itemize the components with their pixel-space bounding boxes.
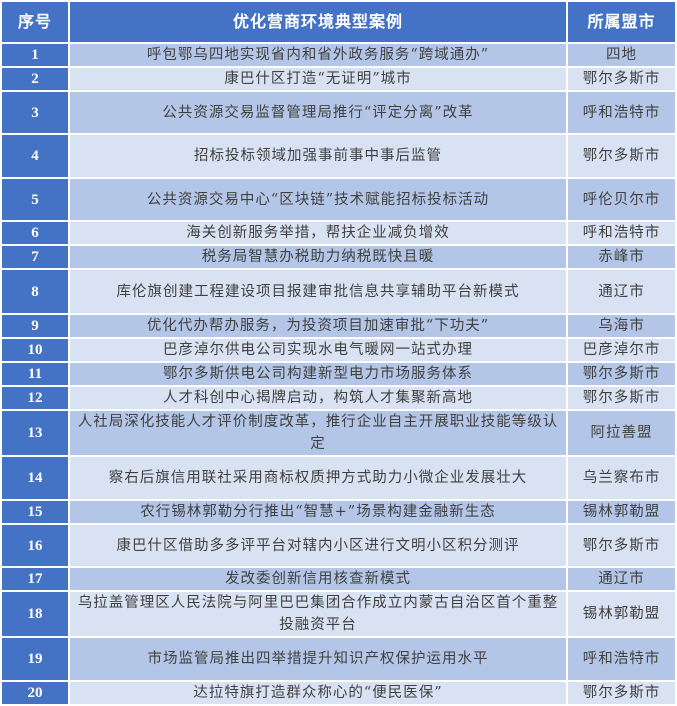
city-name: 四地 [566, 42, 677, 68]
case-title: 库伦旗创建工程建设项目报建审批信息共享辅助平台新模式 [68, 268, 568, 315]
case-title: 巴彦淖尔供电公司实现水电气暖网一站式办理 [68, 337, 568, 363]
table-row: 17 发改委创新信用核查新模式 通辽市 [0, 566, 677, 592]
city-name: 锡林郭勒盟 [566, 499, 677, 525]
row-number: 10 [0, 337, 70, 363]
case-title: 鄂尔多斯供电公司构建新型电力市场服务体系 [68, 361, 568, 387]
case-title: 呼包鄂乌四地实现省内和省外政务服务“跨域通办” [68, 42, 568, 68]
row-number: 2 [0, 66, 70, 92]
row-number: 19 [0, 636, 70, 682]
case-title: 康巴什区打造“无证明”城市 [68, 66, 568, 92]
city-name: 锡林郭勒盟 [566, 590, 677, 638]
table-row: 13 人社局深化技能人才评价制度改革，推行企业自主开展职业技能等级认定 阿拉善盟 [0, 409, 677, 457]
table-row: 8 库伦旗创建工程建设项目报建审批信息共享辅助平台新模式 通辽市 [0, 268, 677, 315]
row-number: 16 [0, 523, 70, 568]
row-number: 11 [0, 361, 70, 387]
city-name: 鄂尔多斯市 [566, 385, 677, 411]
case-title: 公共资源交易中心“区块链”技术赋能招标投标活动 [68, 177, 568, 222]
row-number: 12 [0, 385, 70, 411]
table-row: 2 康巴什区打造“无证明”城市 鄂尔多斯市 [0, 66, 677, 92]
case-title: 人社局深化技能人才评价制度改革，推行企业自主开展职业技能等级认定 [68, 409, 568, 457]
city-name: 赤峰市 [566, 244, 677, 270]
city-name: 乌海市 [566, 313, 677, 339]
city-name: 通辽市 [566, 268, 677, 315]
table-row: 7 税务局智慧办税助力纳税既快且暖 赤峰市 [0, 244, 677, 270]
row-number: 17 [0, 566, 70, 592]
table-row: 5 公共资源交易中心“区块链”技术赋能招标投标活动 呼伦贝尔市 [0, 177, 677, 222]
row-number: 3 [0, 90, 70, 135]
city-name: 鄂尔多斯市 [566, 680, 677, 706]
table-row: 11 鄂尔多斯供电公司构建新型电力市场服务体系 鄂尔多斯市 [0, 361, 677, 387]
case-title: 税务局智慧办税助力纳税既快且暖 [68, 244, 568, 270]
row-number: 7 [0, 244, 70, 270]
case-title: 达拉特旗打造群众称心的“便民医保” [68, 680, 568, 706]
case-title: 人才科创中心揭牌启动，构筑人才集聚新高地 [68, 385, 568, 411]
city-name: 呼和浩特市 [566, 90, 677, 135]
table-row: 4 招标投标领域加强事前事中事后监管 鄂尔多斯市 [0, 133, 677, 179]
table-row: 18 乌拉盖管理区人民法院与阿里巴巴集团合作成立内蒙古自治区首个重整投融资平台 锡林… [0, 590, 677, 638]
city-name: 呼和浩特市 [566, 636, 677, 682]
city-name: 阿拉善盟 [566, 409, 677, 457]
row-number: 18 [0, 590, 70, 638]
city-name: 鄂尔多斯市 [566, 66, 677, 92]
table-row: 14 察右后旗信用联社采用商标权质押方式助力小微企业发展壮大 乌兰察布市 [0, 455, 677, 501]
row-number: 14 [0, 455, 70, 501]
case-title: 察右后旗信用联社采用商标权质押方式助力小微企业发展壮大 [68, 455, 568, 501]
table-row: 10 巴彦淖尔供电公司实现水电气暖网一站式办理 巴彦淖尔市 [0, 337, 677, 363]
city-name: 呼伦贝尔市 [566, 177, 677, 222]
case-title: 发改委创新信用核查新模式 [68, 566, 568, 592]
table-row: 16 康巴什区借助多多评平台对辖内小区进行文明小区积分测评 鄂尔多斯市 [0, 523, 677, 568]
city-name: 呼和浩特市 [566, 220, 677, 246]
row-number: 20 [0, 680, 70, 706]
row-number: 4 [0, 133, 70, 179]
table-row: 1 呼包鄂乌四地实现省内和省外政务服务“跨域通办” 四地 [0, 42, 677, 68]
city-name: 鄂尔多斯市 [566, 523, 677, 568]
table-row: 20 达拉特旗打造群众称心的“便民医保” 鄂尔多斯市 [0, 680, 677, 706]
header-no: 序号 [0, 0, 70, 44]
case-title: 海关创新服务举措，帮扶企业减负增效 [68, 220, 568, 246]
row-number: 9 [0, 313, 70, 339]
table-row: 6 海关创新服务举措，帮扶企业减负增效 呼和浩特市 [0, 220, 677, 246]
row-number: 13 [0, 409, 70, 457]
table-row: 15 农行锡林郭勒分行推出“智慧+”场景构建金融新生态 锡林郭勒盟 [0, 499, 677, 525]
table-row: 12 人才科创中心揭牌启动，构筑人才集聚新高地 鄂尔多斯市 [0, 385, 677, 411]
header-city: 所属盟市 [566, 0, 677, 44]
row-number: 1 [0, 42, 70, 68]
row-number: 5 [0, 177, 70, 222]
city-name: 巴彦淖尔市 [566, 337, 677, 363]
city-name: 鄂尔多斯市 [566, 133, 677, 179]
case-title: 康巴什区借助多多评平台对辖内小区进行文明小区积分测评 [68, 523, 568, 568]
table-row: 19 市场监管局推出四举措提升知识产权保护运用水平 呼和浩特市 [0, 636, 677, 682]
header-row: 序号 优化营商环境典型案例 所属盟市 [0, 0, 677, 44]
case-title: 市场监管局推出四举措提升知识产权保护运用水平 [68, 636, 568, 682]
city-name: 鄂尔多斯市 [566, 361, 677, 387]
table-row: 9 优化代办帮办服务，为投资项目加速审批“下功夫” 乌海市 [0, 313, 677, 339]
case-title: 乌拉盖管理区人民法院与阿里巴巴集团合作成立内蒙古自治区首个重整投融资平台 [68, 590, 568, 638]
city-name: 通辽市 [566, 566, 677, 592]
case-title: 优化代办帮办服务，为投资项目加速审批“下功夫” [68, 313, 568, 339]
case-title: 招标投标领域加强事前事中事后监管 [68, 133, 568, 179]
city-name: 乌兰察布市 [566, 455, 677, 501]
row-number: 15 [0, 499, 70, 525]
row-number: 8 [0, 268, 70, 315]
table-row: 3 公共资源交易监督管理局推行“评定分离”改革 呼和浩特市 [0, 90, 677, 135]
case-title: 农行锡林郭勒分行推出“智慧+”场景构建金融新生态 [68, 499, 568, 525]
case-title: 公共资源交易监督管理局推行“评定分离”改革 [68, 90, 568, 135]
row-number: 6 [0, 220, 70, 246]
header-case: 优化营商环境典型案例 [68, 0, 568, 44]
